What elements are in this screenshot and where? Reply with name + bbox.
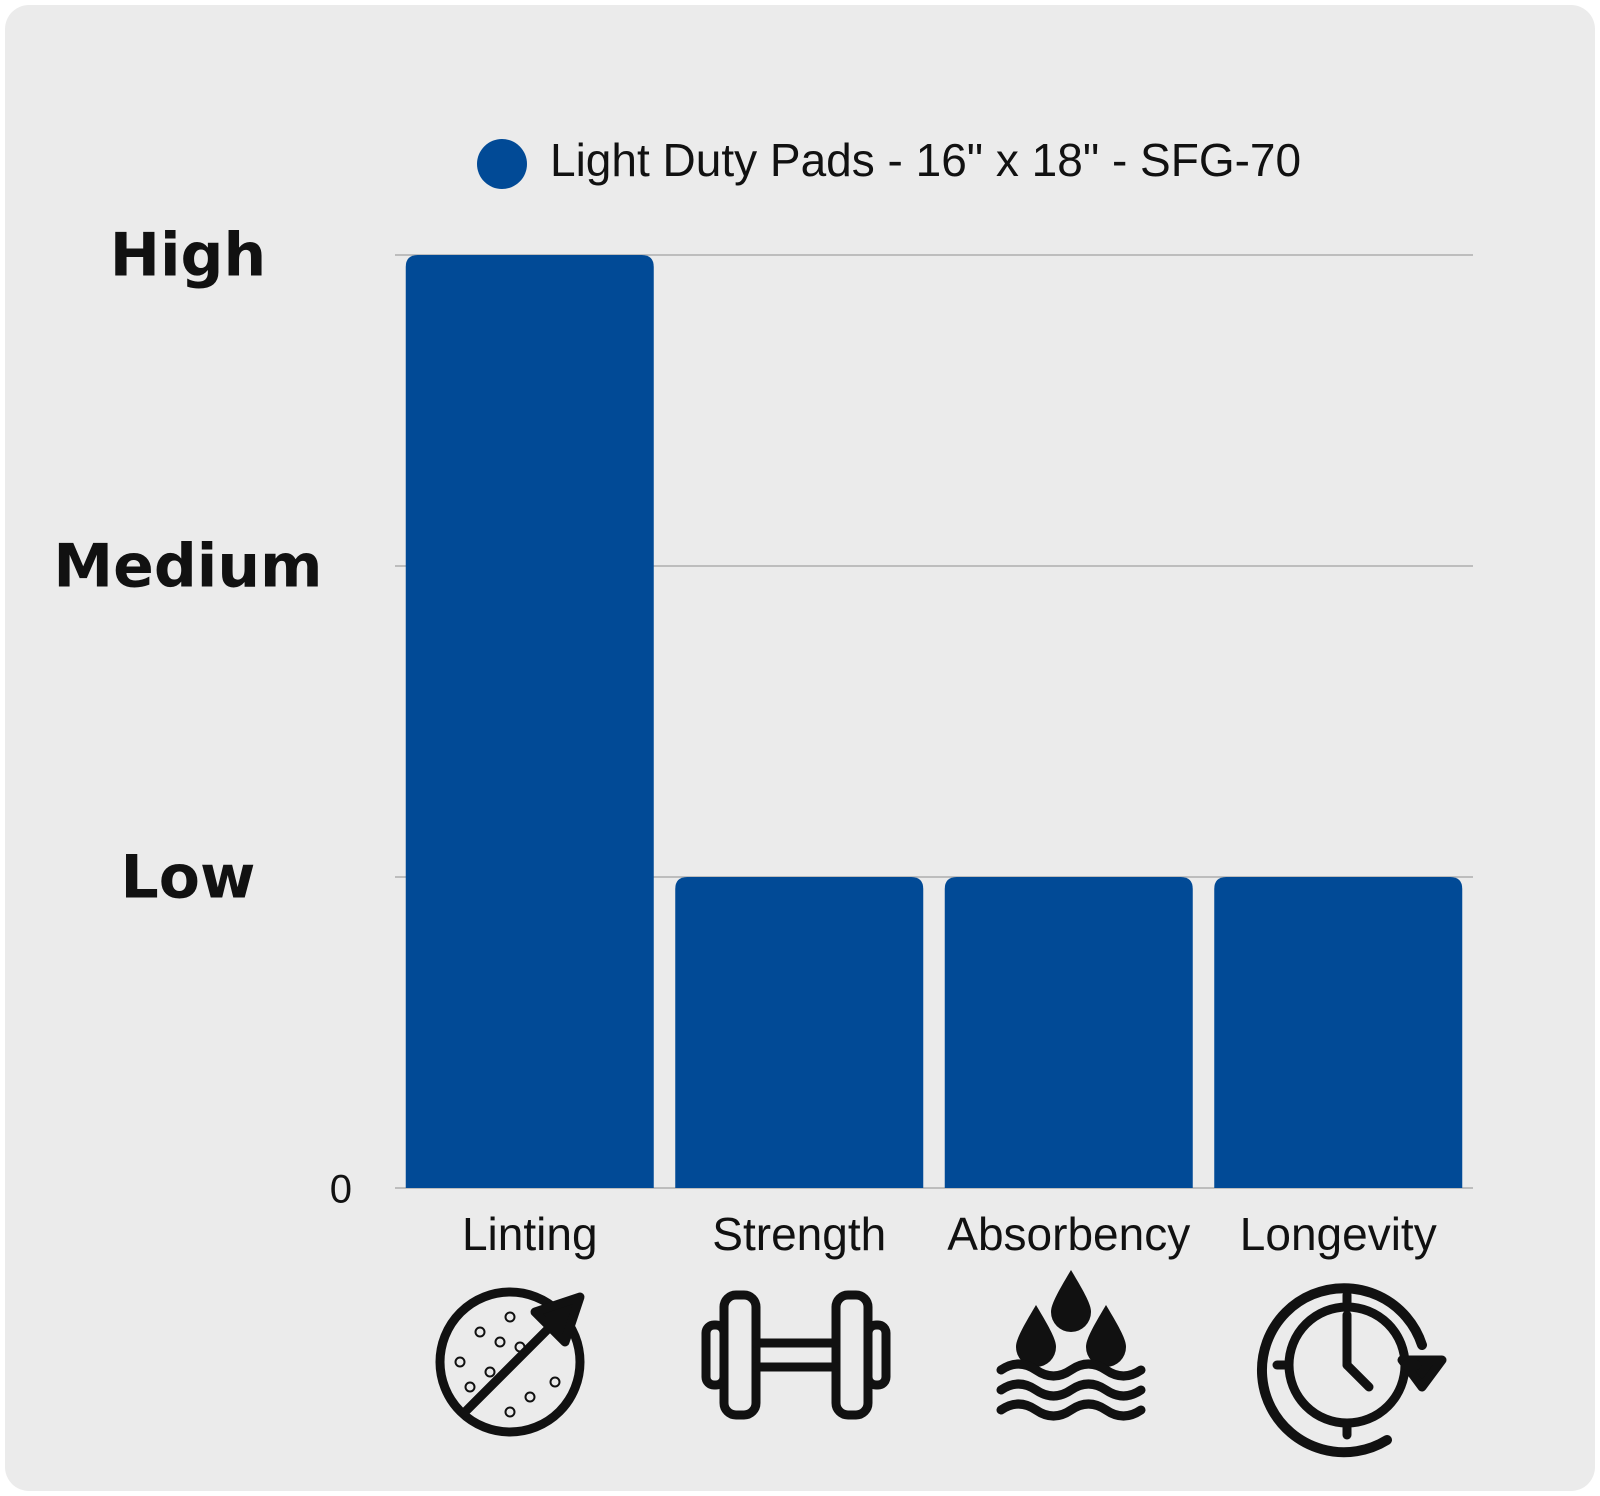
x-tick-label: Strength <box>712 1208 886 1260</box>
bar <box>405 255 654 1188</box>
absorbency-icon <box>996 1270 1146 1421</box>
y-tick-label: Low <box>121 843 256 913</box>
strength-icon <box>701 1290 891 1420</box>
x-tick-label: Linting <box>462 1208 598 1260</box>
legend-marker <box>477 139 527 189</box>
linting-icon <box>435 1287 585 1437</box>
y-tick-label: High <box>110 221 266 291</box>
bar <box>675 877 924 1188</box>
y-tick-label: Medium <box>53 532 322 602</box>
x-tick-label: Longevity <box>1240 1208 1437 1260</box>
bar <box>944 877 1193 1188</box>
y-tick-label: 0 <box>330 1168 352 1212</box>
bar <box>1214 877 1463 1188</box>
x-tick-label: Absorbency <box>947 1208 1190 1260</box>
longevity-icon <box>1256 1283 1447 1458</box>
card-background <box>5 5 1595 1491</box>
legend-label: Light Duty Pads - 16" x 18" - SFG-70 <box>550 134 1301 186</box>
